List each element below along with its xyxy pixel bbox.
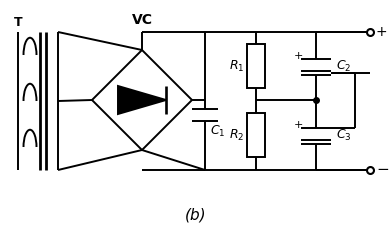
Text: VC: VC	[131, 13, 152, 27]
Polygon shape	[118, 86, 166, 114]
Text: $C_2$: $C_2$	[336, 59, 351, 74]
Text: $C_1$: $C_1$	[210, 123, 225, 139]
FancyBboxPatch shape	[247, 44, 265, 88]
FancyBboxPatch shape	[247, 113, 265, 157]
Text: +: +	[293, 51, 303, 61]
Text: T: T	[14, 16, 22, 29]
Text: −: −	[376, 163, 389, 177]
Text: +: +	[293, 120, 303, 130]
Text: (b): (b)	[185, 207, 207, 223]
Text: $R_1$: $R_1$	[229, 59, 244, 74]
Text: $C_3$: $C_3$	[336, 127, 352, 143]
Text: $R_2$: $R_2$	[229, 127, 244, 143]
Text: +: +	[376, 25, 388, 39]
